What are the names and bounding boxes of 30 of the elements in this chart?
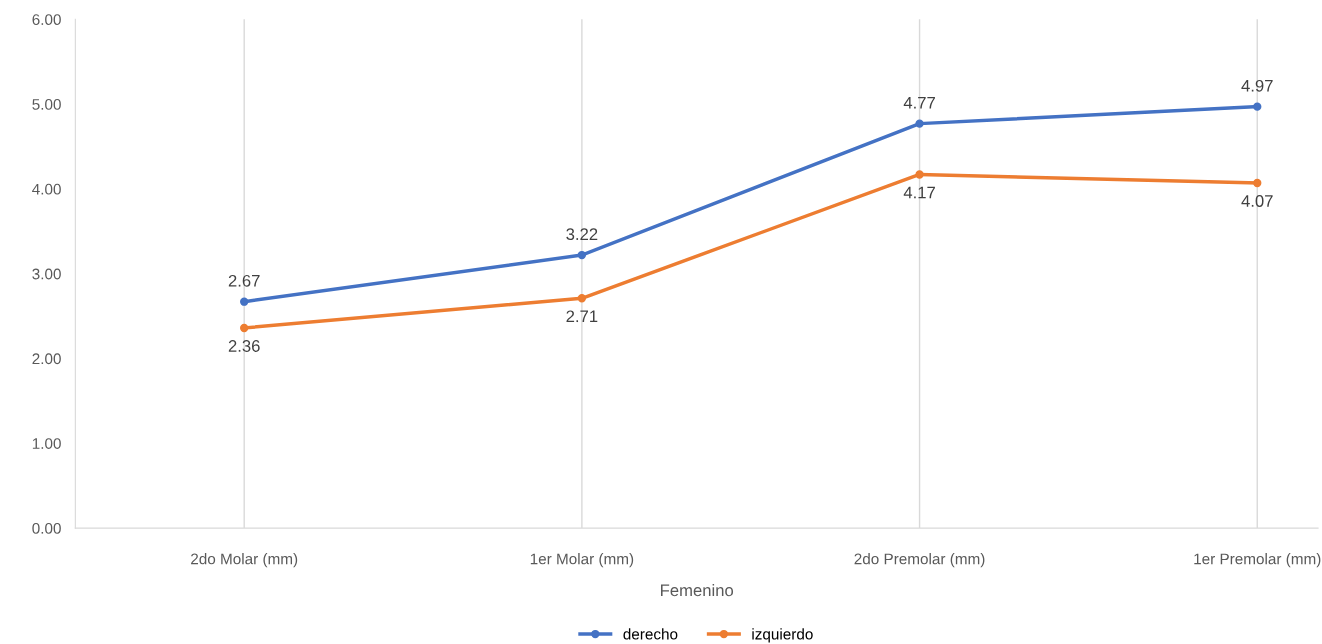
point <box>240 323 249 333</box>
y-tick-label: 5.00 <box>32 98 61 110</box>
y-tick-label: 1.00 <box>32 438 61 449</box>
x-tick-label: 1er Premolar (mm) <box>1194 553 1321 568</box>
data-label: 2.36 <box>228 340 260 352</box>
y-tick-label: 4.00 <box>32 183 61 195</box>
data-label: 4.17 <box>903 186 935 199</box>
y-tick-label: 6.00 <box>32 14 61 26</box>
data-label: 2.71 <box>566 310 598 323</box>
point <box>577 250 587 260</box>
y-tick-label: 3.00 <box>32 268 61 280</box>
legend-label: izquierdo <box>752 628 813 643</box>
data-label: 4.97 <box>1241 79 1273 92</box>
data-label: 2.67 <box>228 274 260 287</box>
data-label: 4.77 <box>903 97 935 109</box>
point <box>240 297 249 306</box>
point <box>577 294 587 303</box>
x-tick-label: 2do Premolar (mm) <box>854 553 985 568</box>
x-axis-title: Femenino <box>661 583 734 597</box>
point <box>915 119 924 128</box>
point <box>915 170 924 179</box>
y-tick-label: 0.00 <box>32 522 61 534</box>
x-tick-label: 2do Molar (mm) <box>191 553 298 568</box>
y-tick-label: 2.00 <box>32 353 61 365</box>
point <box>1253 178 1262 188</box>
x-tick-label: 1er Molar (mm) <box>530 553 634 568</box>
data-label: 4.07 <box>1241 195 1273 207</box>
point <box>1253 102 1262 111</box>
legend-label: derecho <box>623 628 678 640</box>
data-label: 3.22 <box>566 228 598 241</box>
